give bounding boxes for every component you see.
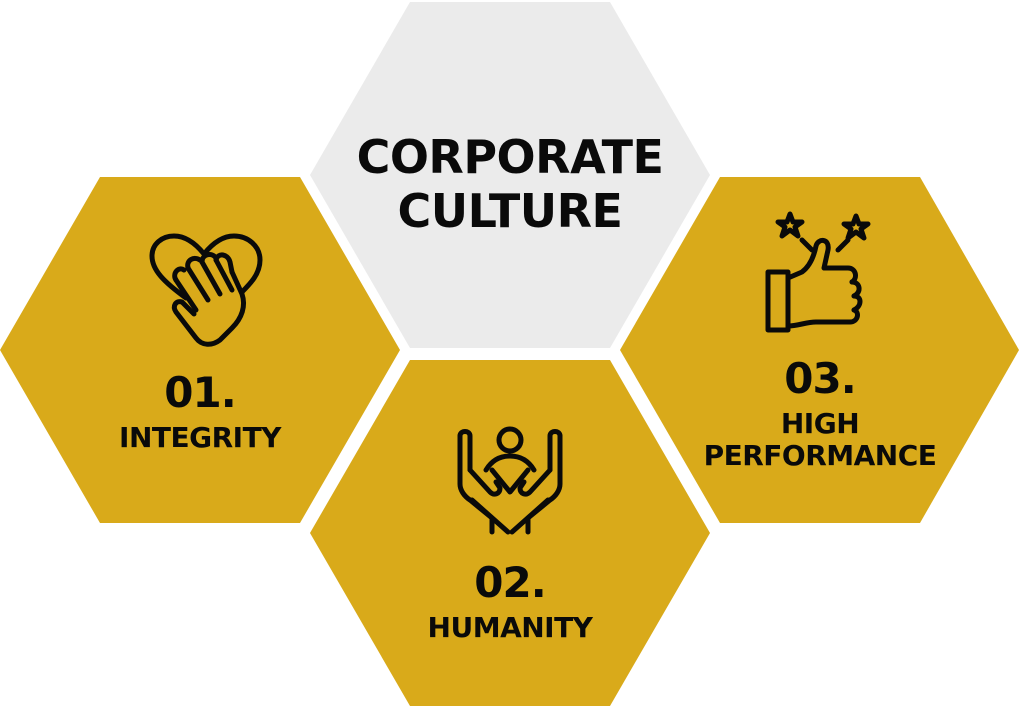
value-number-3: 03. (784, 354, 856, 403)
page-title: CORPORATE CULTURE (310, 130, 710, 238)
value-name-3-line-2: PERFORMANCE (703, 439, 937, 472)
high-performance-hexagon (620, 177, 1019, 523)
value-name-2: HUMANITY (427, 611, 593, 644)
integrity-hexagon (0, 177, 400, 523)
heart-hand-icon (149, 233, 263, 347)
thumbs-up-stars-icon (765, 211, 871, 333)
value-name-1: INTEGRITY (119, 421, 281, 454)
title-line-2: CULTURE (397, 184, 623, 238)
value-number-2: 02. (474, 558, 546, 607)
value-name-3: HIGH PERFORMANCE (680, 408, 960, 472)
value-number-1: 01. (164, 368, 236, 417)
raised-hands-person-icon (457, 426, 563, 535)
title-line-1: CORPORATE (356, 130, 664, 184)
value-name-3-line-1: HIGH (780, 407, 860, 440)
center-hexagon (310, 2, 710, 348)
